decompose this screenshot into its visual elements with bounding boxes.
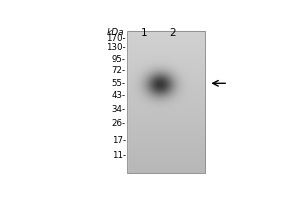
- Text: 34-: 34-: [112, 105, 126, 114]
- Text: 17-: 17-: [112, 136, 126, 145]
- Text: 130-: 130-: [106, 43, 126, 52]
- Text: 95-: 95-: [112, 55, 126, 64]
- Text: 26-: 26-: [112, 119, 126, 128]
- Text: 72-: 72-: [112, 66, 126, 75]
- Bar: [127, 31, 205, 173]
- Text: 11-: 11-: [112, 151, 126, 160]
- Text: 2: 2: [169, 28, 176, 38]
- Text: kDa: kDa: [107, 28, 125, 37]
- Text: 55-: 55-: [112, 79, 126, 88]
- Text: 1: 1: [141, 28, 148, 38]
- Text: 43-: 43-: [112, 91, 126, 100]
- Text: 170-: 170-: [106, 34, 126, 43]
